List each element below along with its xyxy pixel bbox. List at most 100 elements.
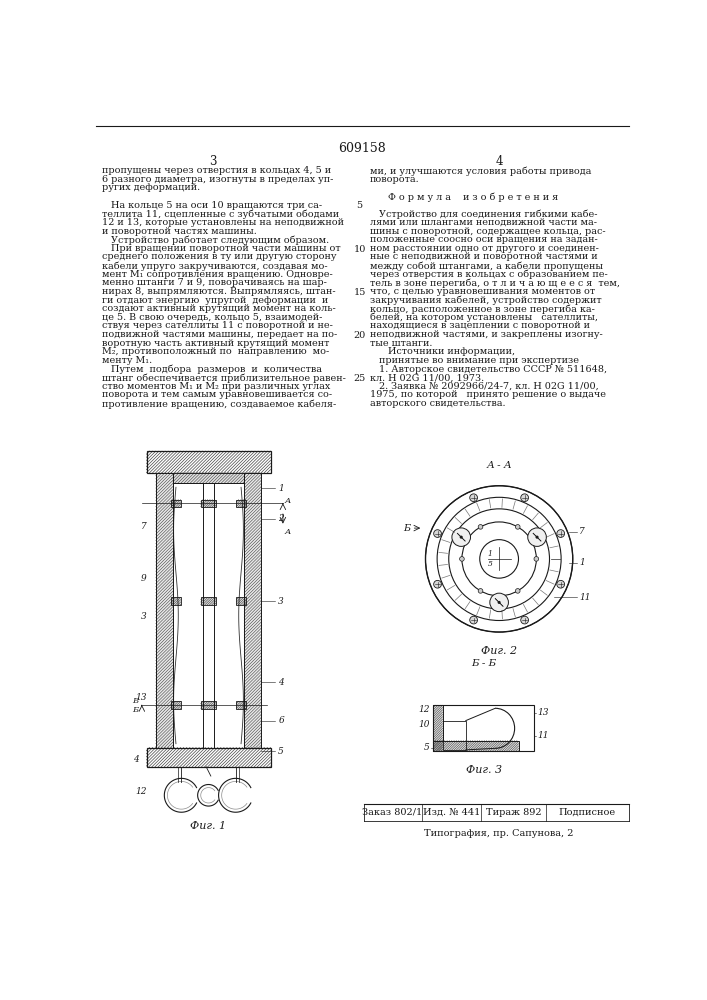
Bar [171,701,180,709]
Text: А - А: А - А [486,461,512,470]
Circle shape [557,530,565,537]
Bar [433,741,518,751]
Circle shape [515,589,520,593]
Text: Подписное: Подписное [559,808,616,817]
Text: 3: 3 [209,155,216,168]
Bar [443,721,466,750]
Circle shape [535,536,539,539]
Text: Ф о р м у л а    и з о б р е т е н и я: Ф о р м у л а и з о б р е т е н и я [370,192,558,202]
Text: пропущены через отверстия в кольцах 4, 5 и: пропущены через отверстия в кольцах 4, 5… [103,166,332,175]
Text: тель в зоне перегиба, о т л и ч а ю щ е е с я  тем,: тель в зоне перегиба, о т л и ч а ю щ е … [370,278,620,288]
Bar [146,451,271,473]
Text: 7: 7 [579,527,585,536]
Circle shape [478,589,483,593]
Text: 1: 1 [487,550,492,558]
Text: среднего положения в ту или другую сторону: среднего положения в ту или другую сторо… [103,252,337,261]
Text: Б: Б [133,697,139,705]
Text: 9: 9 [141,574,146,583]
Text: 3: 3 [279,597,284,606]
Circle shape [490,593,508,612]
Text: 1: 1 [579,558,585,567]
Text: Б: Б [133,706,139,714]
Text: ми, и улучшаются условия работы привода: ми, и улучшаются условия работы привода [370,166,591,176]
Text: 25: 25 [354,374,366,383]
Text: 5: 5 [487,560,492,568]
Text: Фиг. 1: Фиг. 1 [190,821,226,831]
Text: Тираж 892: Тираж 892 [486,808,542,817]
Text: 609158: 609158 [338,142,386,155]
Text: поворота и тем самым уравновешивается со-: поворота и тем самым уравновешивается со… [103,390,332,399]
Text: ном расстоянии одно от другого и соединен-: ном расстоянии одно от другого и соедине… [370,244,599,253]
Text: Изд. № 441: Изд. № 441 [423,808,480,817]
Text: противление вращению, создаваемое кабеля-: противление вращению, создаваемое кабеля… [103,399,337,409]
Circle shape [515,525,520,529]
Text: авторского свидетельства.: авторского свидетельства. [370,399,506,408]
Text: 3: 3 [141,612,146,621]
Text: шины с поворотной, содержащее кольца, рас-: шины с поворотной, содержащее кольца, ра… [370,227,605,236]
Text: 12 и 13, которые установлены на неподвижной: 12 и 13, которые установлены на неподвиж… [103,218,344,227]
Circle shape [521,494,529,502]
Text: закручивания кабелей, устройство содержит: закручивания кабелей, устройство содержи… [370,296,602,305]
Text: ги отдают энергию  упругой  деформации  и: ги отдают энергию упругой деформации и [103,296,329,305]
Bar [156,473,173,748]
Text: через отверстия в кольцах с образованием пе-: через отверстия в кольцах с образованием… [370,270,607,279]
Text: 2: 2 [279,514,284,523]
Text: ствуя через сателлиты 11 с поворотной и не-: ствуя через сателлиты 11 с поворотной и … [103,321,333,330]
Text: воротную часть активный крутящий момент: воротную часть активный крутящий момент [103,339,329,348]
Text: Фиг. 3: Фиг. 3 [466,765,502,775]
Bar [236,500,246,507]
Bar [171,597,180,605]
Text: 10: 10 [354,245,366,254]
Circle shape [478,525,483,529]
Circle shape [452,528,470,546]
Circle shape [498,601,501,604]
Circle shape [433,580,441,588]
Bar [171,500,180,507]
Bar [201,597,216,605]
Text: Устройство для соединения гибкими кабе-: Устройство для соединения гибкими кабе- [370,209,597,219]
Text: На кольце 5 на оси 10 вращаются три са-: На кольце 5 на оси 10 вращаются три са- [103,201,322,210]
Text: М₂, противоположный по  направлению  мо-: М₂, противоположный по направлению мо- [103,347,329,356]
Text: 11: 11 [579,593,590,602]
Text: нирах 8, выпрямляются. Выпрямляясь, штан-: нирах 8, выпрямляются. Выпрямляясь, штан… [103,287,336,296]
Text: 4: 4 [496,155,503,168]
Text: 6 разного диаметра, изогнуты в пределах уп-: 6 разного диаметра, изогнуты в пределах … [103,175,334,184]
Text: Заказ 802/1: Заказ 802/1 [363,808,423,817]
Text: белей, на котором установлены   сателлиты,: белей, на котором установлены сателлиты, [370,313,597,322]
Text: А: А [284,528,291,536]
Text: 2. Заявка № 2092966/24-7, кл. Н 02G 11/00,: 2. Заявка № 2092966/24-7, кл. Н 02G 11/0… [370,382,598,391]
Text: 10: 10 [418,720,429,729]
Circle shape [460,536,463,539]
Text: Фиг. 2: Фиг. 2 [481,646,518,656]
Text: 4: 4 [133,755,139,764]
Text: 5: 5 [423,743,429,752]
Text: 12: 12 [418,705,429,714]
Text: це 5. В свою очередь, кольцо 5, взаимодей-: це 5. В свою очередь, кольцо 5, взаимоде… [103,313,322,322]
Bar [146,748,271,767]
Text: 1. Авторское свидетельство СССР № 511648,: 1. Авторское свидетельство СССР № 511648… [370,365,607,374]
Text: ство моментов М₁ и М₂ при различных углах: ство моментов М₁ и М₂ при различных угла… [103,382,331,391]
Text: и поворотной частях машины.: и поворотной частях машины. [103,227,257,236]
Text: положенные соосно оси вращения на задан-: положенные соосно оси вращения на задан- [370,235,597,244]
Circle shape [534,557,539,561]
Bar [433,705,534,751]
Circle shape [527,528,547,546]
Text: штанг обеспечивается приблизительное равен-: штанг обеспечивается приблизительное рав… [103,373,346,383]
Text: подвижной частями машины, передает на по-: подвижной частями машины, передает на по… [103,330,337,339]
Text: 20: 20 [354,331,366,340]
Circle shape [469,616,477,624]
Text: менно штанги 7 и 9, поворачиваясь на шар-: менно штанги 7 и 9, поворачиваясь на шар… [103,278,327,287]
Text: создают активный крутящий момент на коль-: создают активный крутящий момент на коль… [103,304,336,313]
Circle shape [460,557,464,561]
Text: Путем  подбора  размеров  и  количества: Путем подбора размеров и количества [103,365,322,374]
Circle shape [469,494,477,502]
Text: теллита 11, сцепленные с зубчатыми ободами: теллита 11, сцепленные с зубчатыми обода… [103,209,339,219]
Bar [173,473,244,483]
Text: между собой штангами, а кабели пропущены: между собой штангами, а кабели пропущены [370,261,602,271]
Text: кабели упруго закручиваются, создавая мо-: кабели упруго закручиваются, создавая мо… [103,261,328,271]
Bar [236,597,246,605]
Bar [236,701,246,709]
Text: 1975, по которой   принято решение о выдаче: 1975, по которой принято решение о выдач… [370,390,606,399]
Text: принятые во внимание при экспертизе: принятые во внимание при экспертизе [370,356,579,365]
Text: кл. Н 02G 11/00, 1973.: кл. Н 02G 11/00, 1973. [370,373,484,382]
